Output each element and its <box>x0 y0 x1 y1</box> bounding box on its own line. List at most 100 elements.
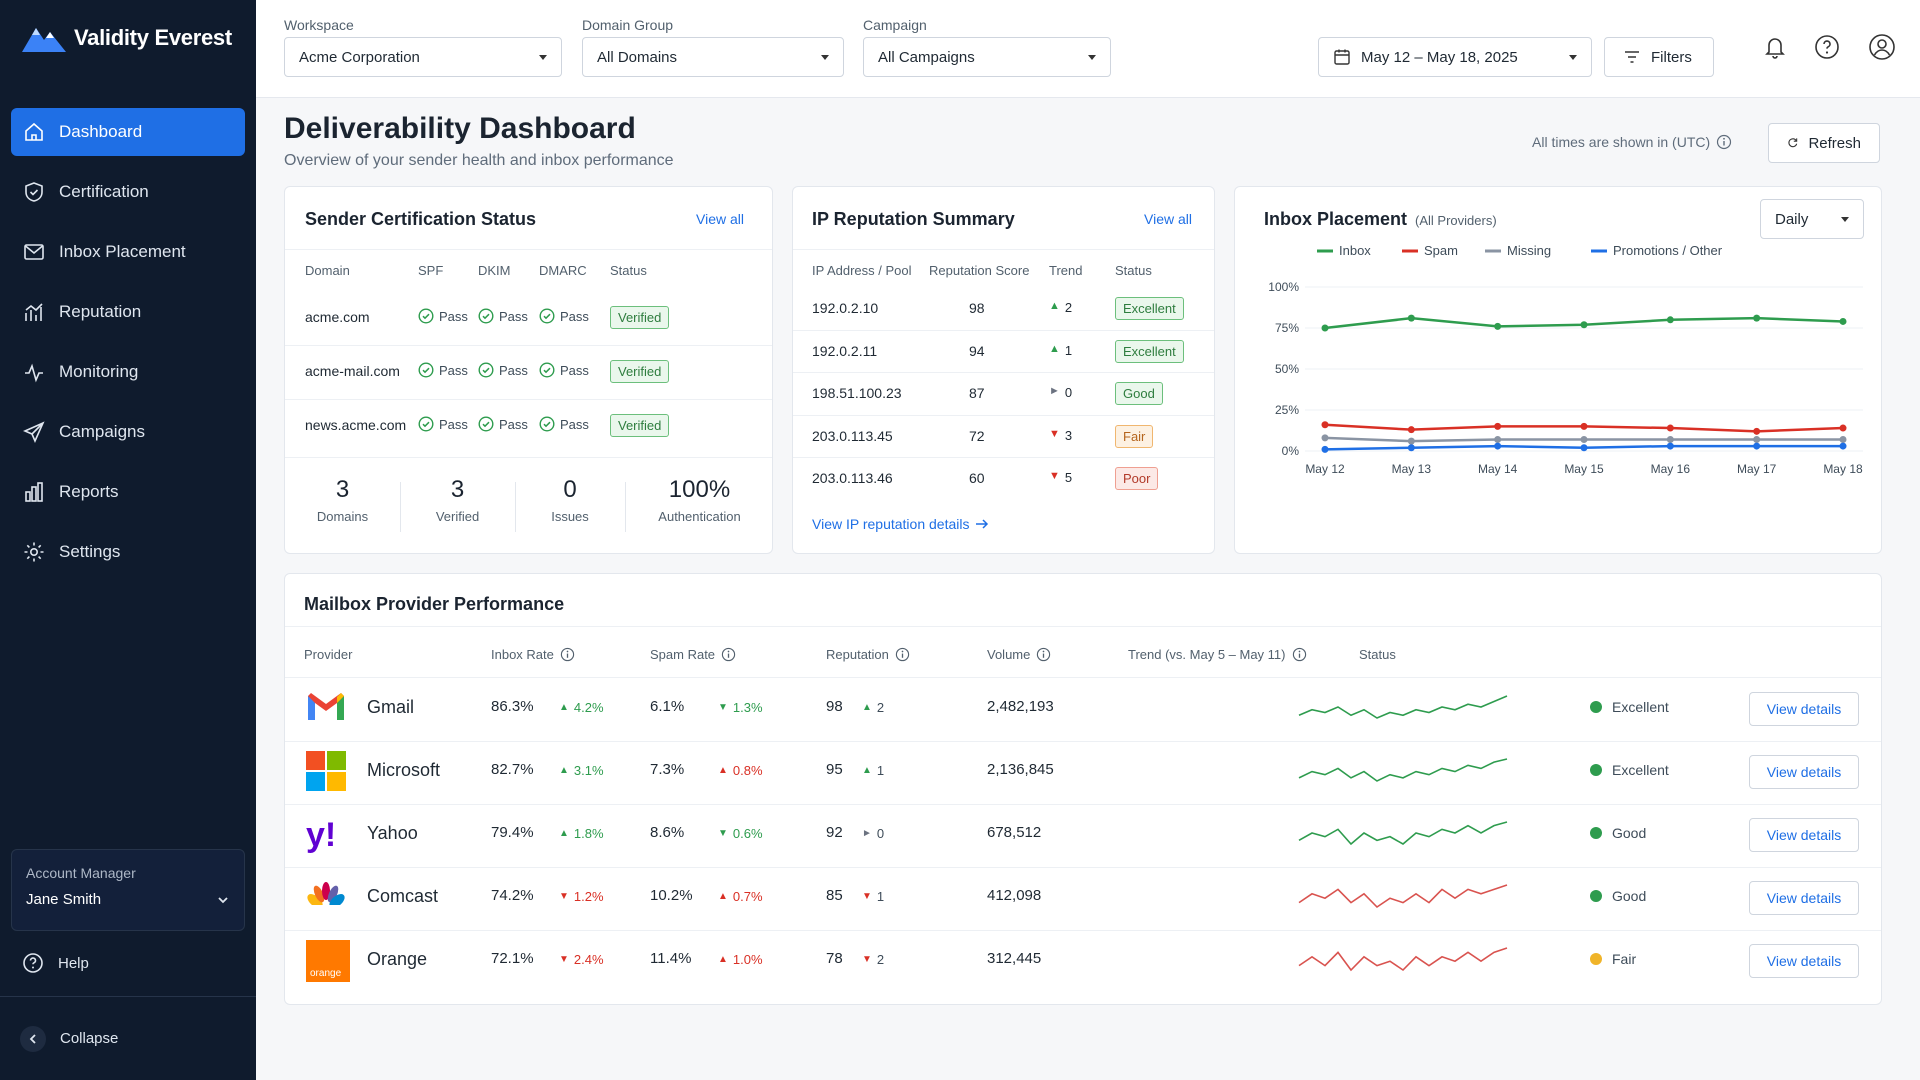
domain-group-select[interactable]: All Domains <box>582 37 844 77</box>
reputation-value: 92 <box>826 824 843 841</box>
brand-name: Validity Everest <box>74 25 232 50</box>
collapse-button[interactable]: Collapse <box>0 996 256 1080</box>
cert-stat-label: Authentication <box>658 509 741 524</box>
spam-rate-delta-value: 0.7% <box>732 889 763 904</box>
user-avatar-icon[interactable] <box>1867 32 1897 62</box>
workspace-select[interactable]: Acme Corporation <box>284 37 562 77</box>
date-range-value: May 12 – May 18, 2025 <box>1361 48 1518 66</box>
provider-name: Yahoo <box>367 823 418 843</box>
cert-spf-result: Pass <box>418 362 468 378</box>
sidebar-item-reputation[interactable]: Reputation <box>11 288 245 336</box>
bell-icon[interactable] <box>1760 32 1790 62</box>
provider-status-label: Excellent <box>1612 699 1669 715</box>
filters-button[interactable]: Filters <box>1604 37 1714 77</box>
view-details-button[interactable]: View details <box>1749 692 1859 726</box>
ip-trend: ▲ 1 <box>1049 343 1072 358</box>
mailbox-provider-title: Mailbox Provider Performance <box>304 594 565 614</box>
data-point <box>1580 321 1588 329</box>
cert-dmarc-label: Pass <box>560 416 589 432</box>
ip-table-row: 198.51.100.23 87 ► 0 Good <box>793 372 1214 414</box>
data-point <box>1666 424 1674 432</box>
cert-domain: news.acme.com <box>305 417 407 433</box>
date-range-picker[interactable]: May 12 – May 18, 2025 <box>1318 37 1592 77</box>
reputation-delta-value: 2 <box>876 700 885 715</box>
help-link[interactable]: Help <box>22 952 89 974</box>
info-icon[interactable] <box>721 647 736 662</box>
help-circle-icon[interactable] <box>1812 32 1842 62</box>
ip-reputation-details-link[interactable]: View IP reputation details <box>812 516 989 532</box>
spam-rate-delta-value: 0.6% <box>732 826 763 841</box>
info-icon[interactable] <box>1292 647 1307 662</box>
sidebar-item-settings[interactable]: Settings <box>11 528 245 576</box>
sidebar-item-inbox-placement[interactable]: Inbox Placement <box>11 228 245 276</box>
collapse-label: Collapse <box>60 1030 119 1047</box>
mountain-logo-icon <box>22 28 66 52</box>
view-details-button[interactable]: View details <box>1749 818 1859 852</box>
cert-stat-value: 100% <box>668 476 731 503</box>
trend-arrow-icon: ▼ <box>718 702 728 713</box>
cert-table-row: acme.com Pass Pass Pass Verified <box>285 291 772 345</box>
check-circle-icon <box>478 416 494 432</box>
info-icon[interactable] <box>560 647 575 662</box>
info-icon[interactable] <box>1036 647 1051 662</box>
data-point <box>1321 434 1329 442</box>
mailbox-provider-row: Comcast 74.2% ▼ 1.2% 10.2% ▲ 0.7% 85 ▼ 1 412,098 Go… <box>285 867 1885 929</box>
data-point <box>1580 422 1588 430</box>
inbox-rate-delta: ▲ 3.1% <box>559 763 604 778</box>
sender-certification-view-all[interactable]: View all <box>696 211 744 227</box>
x-tick-label: May 18 <box>1823 462 1863 476</box>
brand[interactable]: Validity Everest <box>22 24 232 52</box>
inbox-rate-value: 72.1% <box>491 950 534 967</box>
ip-reputation-view-all[interactable]: View all <box>1144 211 1192 227</box>
mailbox-column-header: Volume <box>987 647 1051 662</box>
account-manager-dropdown[interactable]: Account Manager Jane Smith <box>11 849 245 931</box>
sidebar-item-certification[interactable]: Certification <box>11 168 245 216</box>
data-point <box>1666 442 1674 450</box>
sidebar-item-reports[interactable]: Reports <box>11 468 245 516</box>
spam-rate-value: 11.4% <box>650 950 692 967</box>
provider-status: Excellent <box>1590 699 1669 715</box>
view-details-button[interactable]: View details <box>1749 881 1859 915</box>
ip-column-header: IP Address / Pool <box>812 263 912 278</box>
check-circle-icon <box>539 362 555 378</box>
reputation-value: 78 <box>826 950 843 967</box>
trend-arrow-icon: ▲ <box>559 828 569 839</box>
info-icon[interactable] <box>895 647 910 662</box>
trend-arrow-icon: ▼ <box>1049 427 1060 440</box>
cert-spf-label: Pass <box>439 416 468 432</box>
check-circle-icon <box>539 308 555 324</box>
cert-table-row: news.acme.com Pass Pass Pass Verified <box>285 399 772 453</box>
trend-sparkline <box>1298 947 1508 972</box>
legend-label: Inbox <box>1339 243 1371 258</box>
refresh-button[interactable]: Refresh <box>1768 123 1880 163</box>
sidebar-item-monitoring[interactable]: Monitoring <box>11 348 245 396</box>
granularity-select[interactable]: Daily <box>1760 199 1864 239</box>
view-details-button[interactable]: View details <box>1749 944 1859 978</box>
inbox-rate-delta: ▲ 1.8% <box>559 826 604 841</box>
sidebar-item-campaigns[interactable]: Campaigns <box>11 408 245 456</box>
sidebar-item-label: Settings <box>59 542 121 561</box>
cert-dkim-label: Pass <box>499 416 528 432</box>
sidebar-item-label: Inbox Placement <box>59 242 186 261</box>
trend-arrow-icon: ▲ <box>718 954 728 965</box>
sender-certification-title: Sender Certification Status <box>305 209 537 229</box>
send-icon <box>23 421 45 443</box>
status-dot <box>1590 953 1602 965</box>
campaign-select[interactable]: All Campaigns <box>863 37 1111 77</box>
ip-reputation-details-label: View IP reputation details <box>812 516 970 532</box>
data-point <box>1753 314 1761 322</box>
view-details-button[interactable]: View details <box>1749 755 1859 789</box>
mailbox-column-label: Volume <box>987 647 1031 662</box>
mailbox-provider-row: y! Yahoo 79.4% ▲ 1.8% 8.6% ▼ 0.6% 92 ► 0 678,512 Goo… <box>285 804 1885 866</box>
sidebar-item-dashboard[interactable]: Dashboard <box>11 108 245 156</box>
cert-spf-result: Pass <box>418 308 468 324</box>
reputation-value: 95 <box>826 761 843 778</box>
reputation-delta-value: 0 <box>876 826 885 841</box>
status-dot <box>1590 701 1602 713</box>
ip-score: 98 <box>969 300 985 316</box>
y-tick-label: 50% <box>1275 362 1299 376</box>
ip-trend: ▲ 2 <box>1049 300 1072 315</box>
ip-address: 203.0.113.46 <box>812 470 893 486</box>
data-point <box>1494 322 1502 330</box>
info-icon[interactable] <box>1716 134 1732 150</box>
